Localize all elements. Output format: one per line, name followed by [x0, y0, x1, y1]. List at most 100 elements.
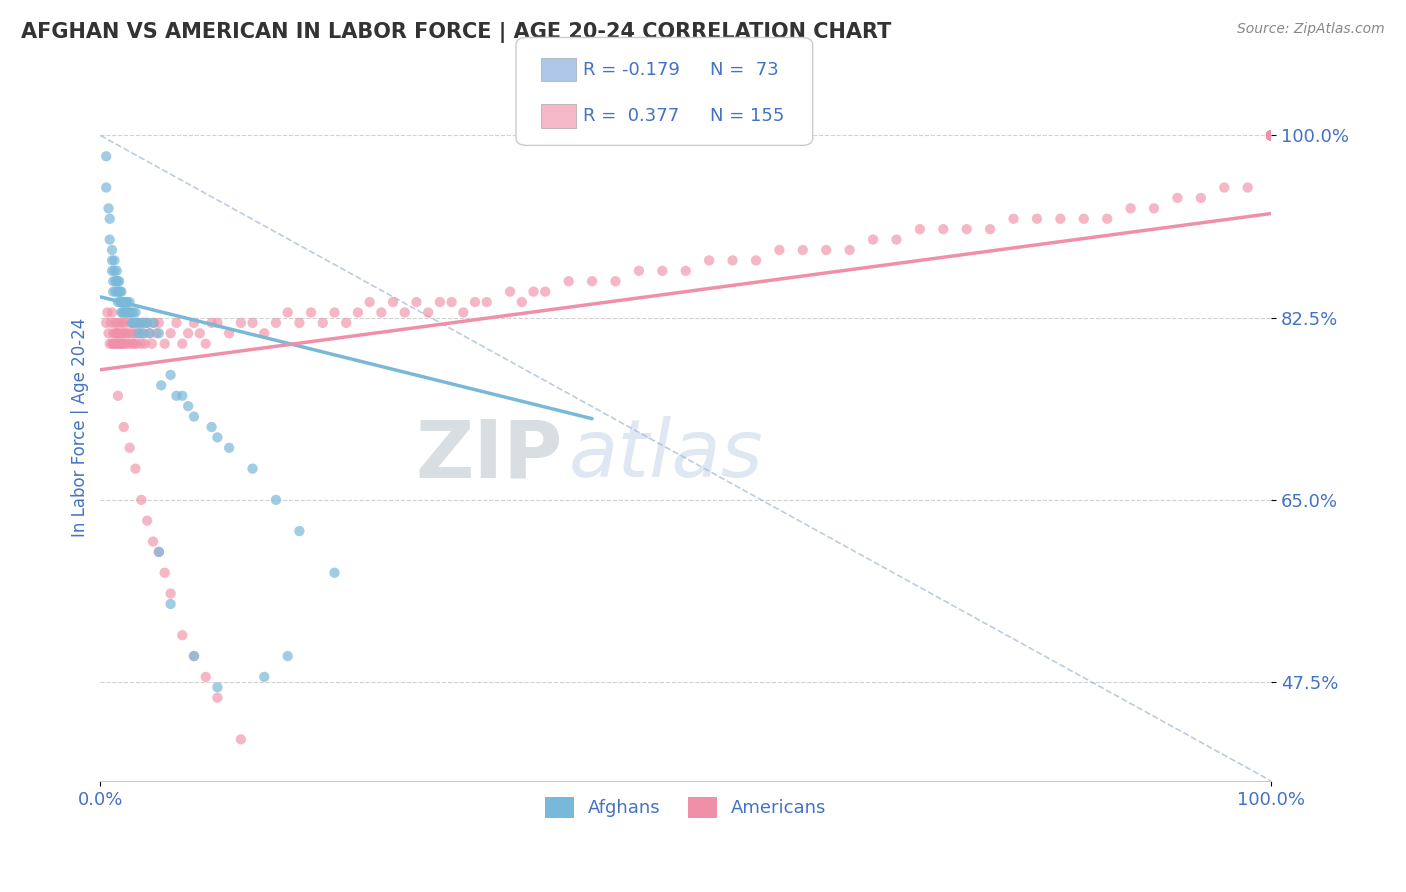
Point — [453, 305, 475, 319]
Point — [183, 316, 205, 330]
Point — [103, 326, 125, 341]
Point — [110, 316, 132, 330]
Point — [124, 461, 146, 475]
Point — [1260, 128, 1282, 143]
Point — [131, 316, 153, 330]
Point — [382, 295, 405, 310]
Point — [165, 316, 187, 330]
Point — [111, 305, 134, 319]
Point — [143, 316, 166, 330]
Point — [1260, 128, 1282, 143]
Point — [172, 389, 194, 403]
Point — [253, 670, 276, 684]
Point — [183, 648, 205, 663]
Point — [138, 326, 160, 341]
Point — [177, 399, 200, 413]
Point — [207, 690, 229, 705]
Point — [429, 295, 451, 310]
Point — [118, 295, 141, 310]
Point — [120, 305, 142, 319]
Point — [117, 326, 139, 341]
Point — [1260, 128, 1282, 143]
Point — [581, 274, 603, 288]
Point — [117, 295, 139, 310]
Point — [1049, 211, 1071, 226]
Point — [721, 253, 744, 268]
Point — [138, 326, 160, 341]
Point — [120, 316, 142, 330]
Point — [277, 305, 299, 319]
Point — [264, 316, 287, 330]
Point — [108, 285, 131, 299]
Point — [1213, 180, 1236, 194]
Point — [177, 326, 200, 341]
Point — [183, 648, 205, 663]
Point — [242, 316, 264, 330]
Point — [188, 326, 211, 341]
Text: N =  73: N = 73 — [710, 61, 779, 78]
Point — [605, 274, 627, 288]
Point — [323, 305, 346, 319]
Point — [242, 461, 264, 475]
Point — [112, 305, 135, 319]
Point — [108, 274, 131, 288]
Point — [956, 222, 979, 236]
Point — [1095, 211, 1118, 226]
Point — [153, 336, 176, 351]
Point — [131, 336, 153, 351]
Point — [194, 336, 217, 351]
Text: R =  0.377: R = 0.377 — [583, 107, 679, 125]
Point — [418, 305, 440, 319]
Point — [101, 253, 124, 268]
Point — [148, 316, 170, 330]
Point — [1260, 128, 1282, 143]
Point — [153, 566, 176, 580]
Point — [159, 586, 181, 600]
Point — [299, 305, 322, 319]
Point — [114, 295, 136, 310]
Point — [1073, 211, 1095, 226]
Point — [1260, 128, 1282, 143]
Point — [253, 326, 276, 341]
Point — [131, 492, 153, 507]
Point — [104, 274, 127, 288]
Point — [1260, 128, 1282, 143]
Point — [150, 378, 173, 392]
Point — [96, 316, 118, 330]
Point — [1119, 202, 1142, 216]
Point — [200, 420, 222, 434]
Text: Source: ZipAtlas.com: Source: ZipAtlas.com — [1237, 22, 1385, 37]
Point — [1260, 128, 1282, 143]
Point — [121, 316, 143, 330]
Point — [114, 326, 136, 341]
Point — [1002, 211, 1025, 226]
Point — [159, 597, 181, 611]
Y-axis label: In Labor Force | Age 20-24: In Labor Force | Age 20-24 — [72, 318, 89, 537]
Point — [115, 305, 138, 319]
Point — [464, 295, 486, 310]
Point — [104, 326, 127, 341]
Point — [1260, 128, 1282, 143]
Point — [557, 274, 579, 288]
Point — [101, 336, 124, 351]
Point — [1260, 128, 1282, 143]
Point — [105, 326, 128, 341]
Point — [229, 316, 252, 330]
Point — [475, 295, 498, 310]
Point — [207, 681, 229, 695]
Point — [142, 316, 165, 330]
Point — [627, 264, 650, 278]
Point — [110, 295, 132, 310]
Point — [101, 305, 124, 319]
Point — [768, 243, 790, 257]
Point — [108, 326, 131, 341]
Point — [359, 295, 381, 310]
Point — [108, 336, 131, 351]
Point — [277, 648, 299, 663]
Text: R = -0.179: R = -0.179 — [583, 61, 681, 78]
Point — [1260, 128, 1282, 143]
Point — [207, 316, 229, 330]
Point — [112, 336, 135, 351]
Point — [118, 326, 141, 341]
Point — [1260, 128, 1282, 143]
